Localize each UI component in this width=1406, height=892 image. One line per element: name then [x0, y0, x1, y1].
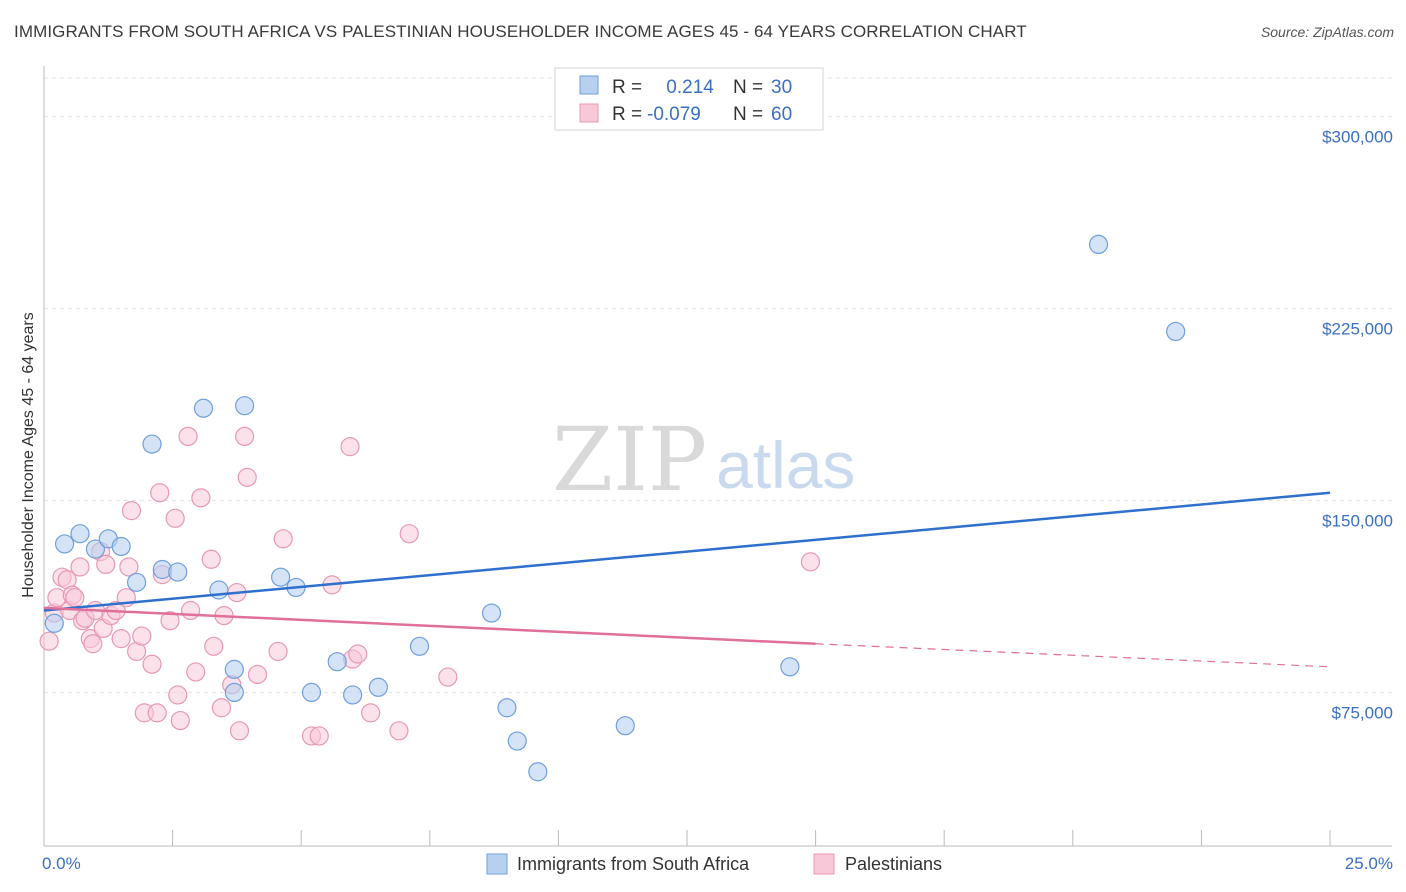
- south-africa-point: [271, 567, 291, 587]
- palestinians-point: [309, 726, 329, 746]
- stats-box: R = 0.214 N = 30 R = -0.079 N = 60: [554, 67, 824, 131]
- watermark-atlas: atlas: [716, 428, 855, 502]
- south-africa-point: [780, 657, 800, 677]
- south-africa-point: [301, 682, 322, 703]
- palestinians-point: [348, 644, 368, 664]
- stats-n-value-2: 60: [771, 104, 792, 125]
- watermark-zip: ZIP: [552, 408, 707, 511]
- palestinians-point: [204, 636, 224, 656]
- south-africa-point: [368, 677, 388, 697]
- south-africa-point: [497, 698, 517, 718]
- grid-layer: [44, 77, 1392, 693]
- y-tick-label: $75,000: [1332, 703, 1393, 722]
- palestinians-point: [235, 426, 255, 446]
- south-africa-points: [44, 234, 1186, 782]
- stats-n-value-1: 30: [771, 77, 792, 98]
- south-africa-point: [327, 652, 347, 672]
- south-africa-point: [111, 536, 131, 557]
- legend[interactable]: Immigrants from South Africa Palestinian…: [486, 853, 942, 875]
- south-africa-point: [224, 682, 244, 703]
- palestinians-point: [39, 631, 59, 651]
- stats-r-value-2: -0.079: [647, 104, 701, 125]
- palestinians-point: [165, 508, 185, 528]
- palestinians-point: [70, 557, 90, 577]
- south-africa-point: [343, 685, 363, 705]
- palestinians-point: [65, 588, 85, 608]
- palestinians-point: [237, 467, 257, 487]
- south-africa-point: [70, 524, 90, 544]
- palestinians-point: [96, 554, 116, 575]
- south-africa-point: [615, 716, 635, 736]
- x-tick-label-max: 25.0%: [1345, 854, 1393, 873]
- palestinians-point: [181, 600, 201, 621]
- south-africa-point: [224, 659, 244, 679]
- palestinians-point: [211, 698, 232, 718]
- y-axis-label: Householder Income Ages 45 - 64 years: [20, 312, 37, 598]
- palestinians-point: [191, 488, 211, 508]
- legend-label-south-africa: Immigrants from South Africa: [517, 854, 750, 874]
- legend-swatch-south-africa: [486, 853, 508, 875]
- south-africa-point: [142, 434, 162, 454]
- south-africa-point: [528, 762, 548, 782]
- palestinians-point: [160, 611, 180, 631]
- palestinians-point: [121, 501, 142, 521]
- trend-lines: [43, 491, 1331, 668]
- y-tick-label: $150,000: [1322, 511, 1393, 530]
- south-africa-point: [54, 534, 75, 554]
- south-africa-point: [209, 580, 229, 600]
- south-africa-point: [235, 396, 255, 416]
- palestinians-point: [229, 721, 250, 741]
- legend-label-palestinians: Palestinians: [845, 854, 942, 874]
- south-africa-trend-line: [43, 491, 1331, 612]
- south-africa-point: [481, 603, 502, 623]
- palestinians-point: [268, 641, 288, 662]
- legend-swatch-palestinians: [813, 853, 835, 875]
- palestinians-point: [247, 664, 268, 685]
- south-africa-point: [1166, 321, 1186, 342]
- x-tick-label-min: 0.0%: [42, 854, 81, 873]
- south-africa-point: [44, 613, 64, 633]
- palestinians-point: [186, 662, 206, 682]
- palestinians-point: [111, 629, 131, 649]
- palestinians-point: [119, 557, 139, 577]
- south-africa-point: [1088, 234, 1109, 254]
- stats-n-label-2: N =: [733, 104, 763, 125]
- palestinians-point: [340, 437, 360, 457]
- south-africa-point: [193, 398, 214, 418]
- stats-r-label-1: R =: [612, 77, 642, 98]
- palestinians-point: [361, 703, 381, 723]
- palestinians-point: [438, 667, 458, 687]
- stats-swatch-blue: [579, 75, 599, 95]
- source-label: Source: ZipAtlas.com: [1260, 24, 1394, 40]
- palestinians-point: [800, 552, 821, 572]
- south-africa-point: [85, 539, 106, 559]
- palestinians-point: [273, 529, 293, 549]
- palestinians-point: [142, 654, 162, 674]
- palestinians-point: [83, 634, 103, 654]
- stats-swatch-pink: [579, 103, 599, 123]
- y-tick-label: $300,000: [1322, 127, 1393, 146]
- chart-title: IMMIGRANTS FROM SOUTH AFRICA VS PALESTIN…: [14, 22, 1027, 41]
- south-africa-point: [507, 731, 527, 751]
- axis-layer: $75,000 $150,000 $225,000 $300,000 0.0% 25.0%: [42, 66, 1393, 873]
- palestinians-point: [168, 685, 188, 705]
- y-tick-label: $225,000: [1322, 319, 1393, 338]
- stats-r-value-1: 0.214: [661, 77, 714, 98]
- south-africa-point: [126, 572, 147, 592]
- palestinians-point: [399, 524, 419, 544]
- stats-r-label-2: R =: [612, 104, 642, 125]
- palestinians-point: [201, 549, 221, 569]
- palestinians-point: [389, 721, 409, 741]
- palestinians-point: [178, 426, 198, 446]
- palestinians-point: [150, 483, 170, 503]
- palestinians-point: [132, 626, 152, 646]
- stats-n-label-1: N =: [733, 77, 763, 98]
- palestinians-point: [147, 703, 167, 723]
- palestinians-point: [170, 710, 190, 731]
- palestinians-trend-extension: [815, 643, 1331, 668]
- south-africa-point: [168, 562, 188, 582]
- palestinians-trend-line: [43, 606, 816, 646]
- south-africa-point: [409, 636, 430, 656]
